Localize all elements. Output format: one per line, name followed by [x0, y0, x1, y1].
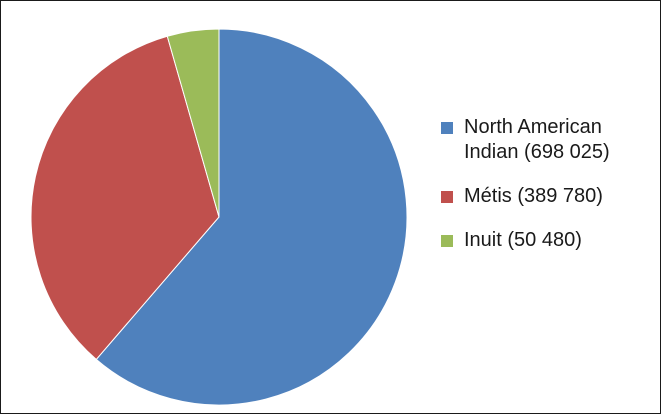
legend-item-north-american-indian: North American Indian (698 025) — [441, 115, 656, 165]
legend-label-metis: Métis (389 780) — [464, 185, 603, 207]
legend-label-inuit: Inuit (50 480) — [464, 229, 582, 251]
legend-swatch-north-american-indian — [441, 122, 453, 134]
legend-label-north-american-indian: North American Indian (698 025) — [464, 116, 610, 163]
legend-item-inuit: Inuit (50 480) — [441, 228, 656, 253]
pie-slice-metis — [30, 35, 220, 361]
pie-slice-inuit — [166, 28, 220, 218]
legend: North American Indian (698 025) Métis (3… — [441, 115, 656, 272]
pie-slice-north-american-indian — [95, 28, 408, 406]
legend-swatch-metis — [441, 191, 453, 203]
legend-item-metis: Métis (389 780) — [441, 184, 656, 209]
legend-swatch-inuit — [441, 235, 453, 247]
